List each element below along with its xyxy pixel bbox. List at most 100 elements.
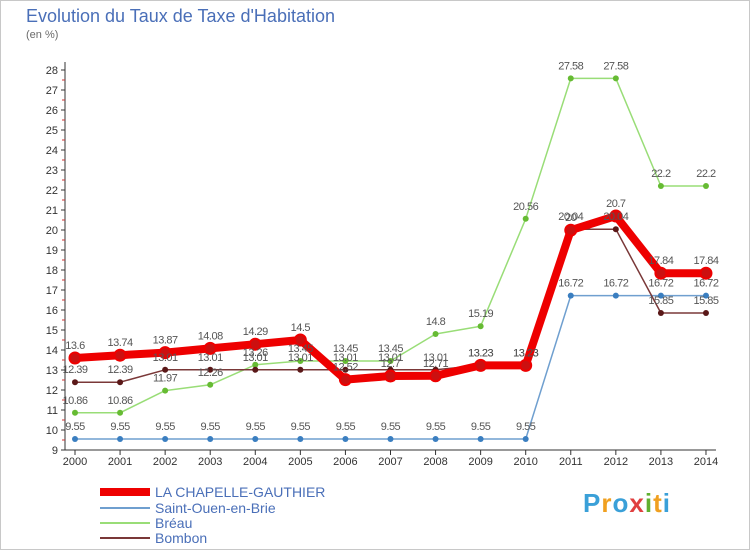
logo-letter: x bbox=[629, 488, 645, 518]
data-label: 13.26 bbox=[243, 347, 268, 359]
legend-label: LA CHAPELLE-GAUTHIER bbox=[155, 484, 326, 500]
data-point bbox=[567, 292, 574, 299]
data-label: 12.71 bbox=[423, 358, 448, 370]
y-tick-label: 14 bbox=[46, 345, 58, 357]
data-label: 13.87 bbox=[153, 335, 178, 347]
data-label: 13.6 bbox=[65, 340, 85, 352]
data-label: 9.55 bbox=[155, 421, 175, 433]
y-tick-label: 15 bbox=[46, 325, 58, 337]
y-tick-label: 18 bbox=[46, 265, 58, 277]
data-label: 9.55 bbox=[336, 421, 356, 433]
data-label: 13.01 bbox=[333, 352, 358, 364]
data-point bbox=[702, 292, 709, 299]
logo-letter: o bbox=[612, 488, 630, 518]
data-label: 14.29 bbox=[243, 326, 268, 338]
data-label: 20.56 bbox=[513, 201, 538, 213]
logo-letter: i bbox=[644, 488, 654, 518]
legend-item-la-chapelle-gauthier[interactable]: LA CHAPELLE-GAUTHIER bbox=[100, 484, 420, 500]
y-tick-label: 23 bbox=[46, 165, 58, 177]
data-point bbox=[342, 366, 349, 373]
y-tick-label: 24 bbox=[46, 145, 58, 157]
data-label: 14.5 bbox=[291, 322, 311, 334]
data-label: 22.2 bbox=[696, 168, 716, 180]
x-tick-label: 2008 bbox=[423, 456, 447, 468]
data-point bbox=[567, 75, 574, 82]
data-label: 9.55 bbox=[471, 421, 491, 433]
legend-swatch bbox=[100, 522, 150, 524]
data-point bbox=[252, 361, 259, 368]
data-point bbox=[432, 331, 439, 337]
data-point bbox=[522, 215, 529, 222]
x-tick-label: 2006 bbox=[333, 456, 357, 468]
data-label: 17.84 bbox=[693, 255, 718, 267]
data-label: 13.45 bbox=[333, 343, 358, 355]
x-tick-label: 2010 bbox=[513, 456, 537, 468]
data-label: 12.52 bbox=[333, 362, 358, 374]
y-tick-label: 25 bbox=[46, 125, 58, 137]
legend-item-saint-ouen-en-brie[interactable]: Saint-Ouen-en-Brie bbox=[100, 500, 420, 516]
data-point bbox=[117, 436, 124, 442]
data-label: 27.58 bbox=[603, 60, 628, 72]
data-point bbox=[654, 266, 668, 280]
data-label: 13.01 bbox=[288, 352, 313, 364]
data-point bbox=[342, 358, 349, 364]
data-point bbox=[657, 310, 664, 316]
data-point bbox=[72, 436, 78, 442]
data-point bbox=[297, 366, 304, 373]
data-label: 16.72 bbox=[603, 278, 628, 290]
data-label: 9.55 bbox=[65, 421, 85, 433]
data-point bbox=[612, 292, 619, 299]
data-label: 17.84 bbox=[648, 255, 673, 267]
data-label: 10.86 bbox=[108, 395, 133, 407]
logo-letter: P bbox=[583, 488, 602, 518]
data-label: 14.8 bbox=[426, 316, 446, 328]
legend-item-breau[interactable]: Bréau bbox=[100, 515, 420, 531]
data-label: 22.2 bbox=[651, 168, 671, 180]
data-label: 13.45 bbox=[378, 343, 403, 355]
data-label: 20.04 bbox=[558, 211, 583, 223]
y-tick-label: 12 bbox=[46, 385, 58, 397]
data-label: 20 bbox=[565, 212, 577, 224]
data-point bbox=[252, 366, 259, 373]
data-label: 9.55 bbox=[110, 421, 130, 433]
legend-item-bombon[interactable]: Bombon bbox=[100, 530, 420, 546]
data-label: 9.55 bbox=[426, 421, 446, 433]
data-label: 20.04 bbox=[603, 211, 628, 223]
data-point bbox=[207, 381, 214, 388]
data-label: 16.72 bbox=[558, 278, 583, 290]
data-label: 14.08 bbox=[198, 330, 223, 342]
y-tick-label: 9 bbox=[52, 445, 58, 457]
legend-label: Bombon bbox=[155, 530, 208, 546]
data-label: 12.26 bbox=[198, 367, 223, 379]
data-point bbox=[252, 436, 259, 442]
data-point bbox=[338, 373, 352, 387]
data-point bbox=[657, 292, 664, 299]
data-point bbox=[609, 209, 623, 223]
data-point bbox=[474, 358, 488, 372]
data-label: 15.19 bbox=[468, 308, 493, 320]
y-tick-label: 16 bbox=[46, 305, 58, 317]
data-point bbox=[248, 337, 262, 351]
data-point bbox=[203, 341, 217, 355]
data-label: 9.55 bbox=[246, 421, 266, 433]
legend-swatch bbox=[100, 537, 150, 539]
data-label: 13.23 bbox=[468, 347, 493, 359]
data-point bbox=[657, 183, 664, 189]
x-tick-label: 2005 bbox=[288, 456, 312, 468]
data-label: 16.72 bbox=[648, 278, 673, 290]
data-point bbox=[162, 387, 169, 394]
data-label: 9.55 bbox=[200, 421, 220, 433]
data-label: 16.72 bbox=[693, 278, 718, 290]
data-point bbox=[564, 223, 578, 237]
data-point bbox=[207, 366, 214, 373]
y-tick-label: 11 bbox=[47, 405, 58, 417]
chart-title: Evolution du Taux de Taxe d'Habitation bbox=[26, 6, 335, 26]
data-label: 13.23 bbox=[513, 347, 538, 359]
data-point bbox=[699, 266, 713, 280]
data-label: 27.58 bbox=[558, 60, 583, 72]
x-tick-label: 2004 bbox=[243, 456, 267, 468]
data-label: 13.01 bbox=[243, 352, 268, 364]
y-tick-label: 27 bbox=[46, 85, 58, 97]
